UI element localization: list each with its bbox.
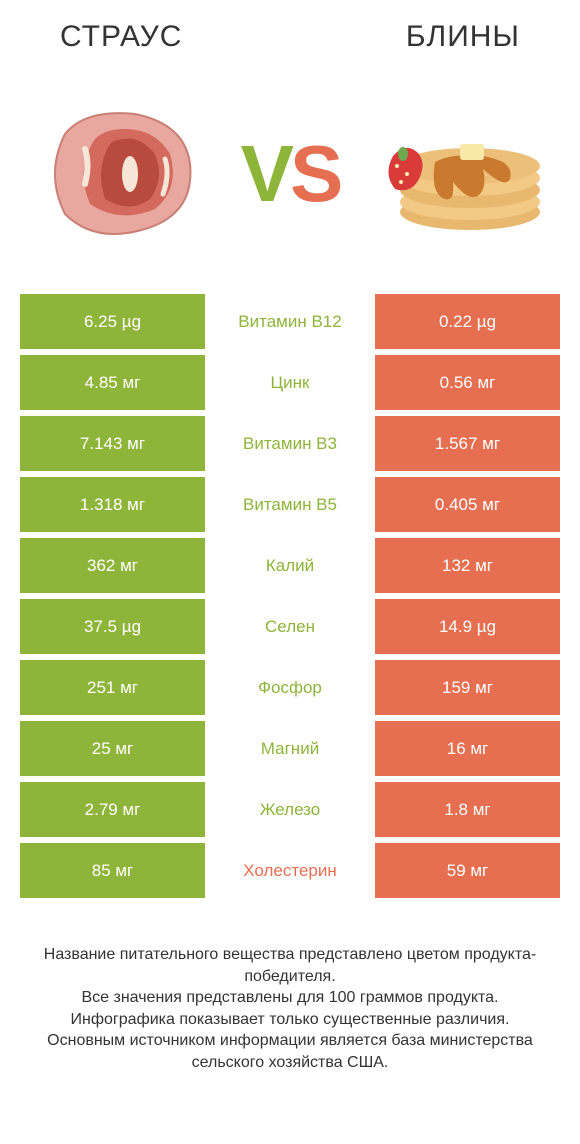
- cell-left: 2.79 мг: [20, 782, 205, 837]
- table-row: 1.318 мгВитамин B50.405 мг: [20, 477, 560, 532]
- food-image-right: [370, 89, 550, 259]
- cell-left: 25 мг: [20, 721, 205, 776]
- footer-note: Название питательного вещества представл…: [0, 904, 580, 1074]
- cell-nutrient: Витамин B3: [205, 416, 375, 471]
- cell-right: 1.567 мг: [375, 416, 560, 471]
- cell-nutrient: Витамин B5: [205, 477, 375, 532]
- table-row: 25 мгМагний16 мг: [20, 721, 560, 776]
- table-row: 37.5 µgСелен14.9 µg: [20, 599, 560, 654]
- cell-nutrient: Селен: [205, 599, 375, 654]
- cell-left: 85 мг: [20, 843, 205, 898]
- table-row: 4.85 мгЦинк0.56 мг: [20, 355, 560, 410]
- cell-nutrient: Холестерин: [205, 843, 375, 898]
- cell-right: 14.9 µg: [375, 599, 560, 654]
- table-row: 85 мгХолестерин59 мг: [20, 843, 560, 898]
- steak-icon: [35, 94, 205, 254]
- pancake-icon: [375, 94, 545, 254]
- table-row: 2.79 мгЖелезо1.8 мг: [20, 782, 560, 837]
- cell-right: 132 мг: [375, 538, 560, 593]
- title-left: СТРАУС: [60, 20, 182, 54]
- title-right: БЛИНЫ: [406, 20, 520, 54]
- cell-left: 1.318 мг: [20, 477, 205, 532]
- vs-row: VS: [0, 64, 580, 294]
- cell-right: 1.8 мг: [375, 782, 560, 837]
- vs-s: S: [290, 129, 339, 218]
- footer-line: Все значения представлены для 100 граммо…: [30, 987, 550, 1009]
- vs-label: VS: [241, 128, 340, 220]
- cell-right: 0.22 µg: [375, 294, 560, 349]
- cell-nutrient: Калий: [205, 538, 375, 593]
- cell-right: 159 мг: [375, 660, 560, 715]
- comparison-table: 6.25 µgВитамин B120.22 µg 4.85 мгЦинк0.56…: [0, 294, 580, 898]
- cell-left: 251 мг: [20, 660, 205, 715]
- cell-nutrient: Цинк: [205, 355, 375, 410]
- food-image-left: [30, 89, 210, 259]
- table-row: 7.143 мгВитамин B31.567 мг: [20, 416, 560, 471]
- header: СТРАУС БЛИНЫ: [0, 0, 580, 64]
- cell-right: 16 мг: [375, 721, 560, 776]
- cell-nutrient: Магний: [205, 721, 375, 776]
- cell-right: 0.56 мг: [375, 355, 560, 410]
- cell-left: 6.25 µg: [20, 294, 205, 349]
- footer-line: Инфографика показывает только существенн…: [30, 1009, 550, 1031]
- cell-left: 37.5 µg: [20, 599, 205, 654]
- table-row: 6.25 µgВитамин B120.22 µg: [20, 294, 560, 349]
- footer-line: Основным источником информации является …: [30, 1030, 550, 1073]
- cell-nutrient: Витамин B12: [205, 294, 375, 349]
- footer-line: Название питательного вещества представл…: [30, 944, 550, 987]
- cell-nutrient: Фосфор: [205, 660, 375, 715]
- cell-left: 362 мг: [20, 538, 205, 593]
- cell-right: 59 мг: [375, 843, 560, 898]
- table-row: 362 мгКалий132 мг: [20, 538, 560, 593]
- cell-left: 7.143 мг: [20, 416, 205, 471]
- cell-left: 4.85 мг: [20, 355, 205, 410]
- table-row: 251 мгФосфор159 мг: [20, 660, 560, 715]
- cell-nutrient: Железо: [205, 782, 375, 837]
- cell-right: 0.405 мг: [375, 477, 560, 532]
- vs-v: V: [241, 129, 290, 218]
